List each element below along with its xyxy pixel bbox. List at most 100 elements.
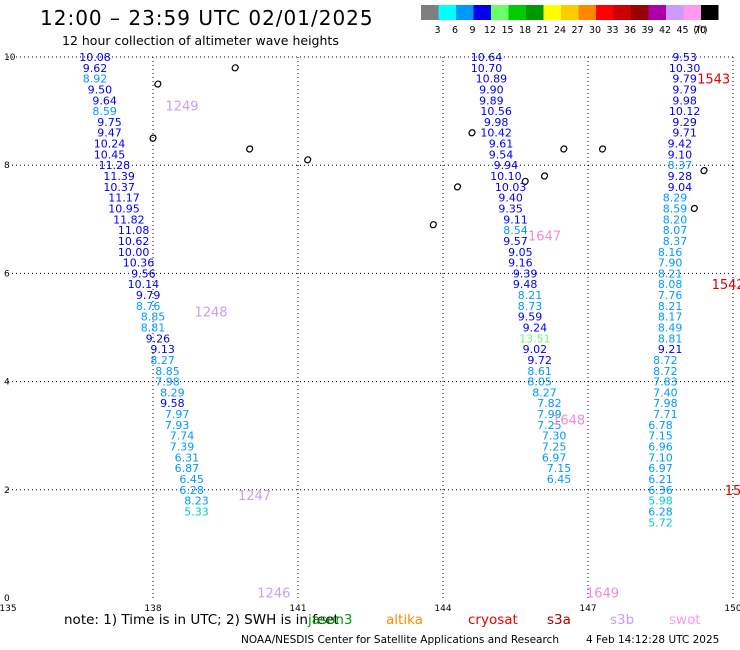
wave-height-value: 10.45 xyxy=(94,148,126,161)
legend-swatch xyxy=(578,5,596,20)
pass-number-label: 1647 xyxy=(528,230,561,245)
wave-height-value: 7.83 xyxy=(653,376,678,389)
legend-swatch xyxy=(648,5,666,20)
wave-height-value: 8.17 xyxy=(658,311,683,324)
pass-number-label: 1649 xyxy=(586,587,619,602)
wave-height-value: 10.95 xyxy=(108,202,140,215)
wave-height-value: 10.08 xyxy=(79,51,111,64)
wave-height-value: 5.33 xyxy=(184,505,209,518)
wave-height-value: 8.05 xyxy=(527,376,552,389)
wave-height-value: 7.97 xyxy=(165,408,190,421)
wave-height-value: 9.39 xyxy=(513,267,538,280)
wave-height-value: 9.04 xyxy=(668,181,693,194)
wave-height-value: 10.00 xyxy=(118,246,150,259)
legend-swatch xyxy=(543,5,561,20)
island-outline xyxy=(468,129,476,137)
wave-height-value: 8.37 xyxy=(663,235,688,248)
wave-height-value: 8.92 xyxy=(83,73,108,86)
wave-height-value: 9.05 xyxy=(508,246,533,259)
wave-height-value: 9.24 xyxy=(523,322,548,335)
wave-height-value: 6.45 xyxy=(547,473,572,486)
wave-height-value: 7.82 xyxy=(537,397,562,410)
wave-height-value: 9.57 xyxy=(503,235,528,248)
wave-height-value: 9.89 xyxy=(479,94,504,107)
credit-line: NOAA/NESDIS Center for Satellite Applica… xyxy=(241,634,559,646)
wave-height-value: 8.27 xyxy=(150,354,175,367)
legend-swatch xyxy=(596,5,614,20)
wave-height-value: 10.03 xyxy=(495,181,527,194)
pass-number-label: 1246 xyxy=(257,587,290,602)
wave-height-value: 5.72 xyxy=(648,516,673,529)
wave-height-value: 10.62 xyxy=(118,235,150,248)
wave-height-value: 9.29 xyxy=(672,116,697,129)
longitude-tick-label: 150 xyxy=(724,604,740,612)
wave-height-value: 7.98 xyxy=(155,376,180,389)
wave-height-value: 8.21 xyxy=(518,289,543,302)
legend-swatch xyxy=(701,5,719,20)
map-title: 12:00 – 23:59 UTC 02/01/2025 xyxy=(40,6,374,30)
wave-height-value: 7.76 xyxy=(658,289,683,302)
wave-height-value: 11.17 xyxy=(108,192,140,205)
wave-height-value: 9.26 xyxy=(146,332,171,345)
island-outline xyxy=(598,145,607,153)
pass-number-label: 1648 xyxy=(552,413,585,428)
wave-height-value: 8.49 xyxy=(658,322,683,335)
longitude-tick-label: 138 xyxy=(144,604,161,612)
mission-label: jason3 xyxy=(308,612,353,628)
wave-height-value: 9.47 xyxy=(97,127,122,140)
wave-height-value: 9.50 xyxy=(88,83,113,96)
wave-height-value: 5.98 xyxy=(648,495,673,508)
wave-height-value: 9.61 xyxy=(489,138,514,151)
legend-swatch xyxy=(613,5,631,20)
wave-height-value: 9.98 xyxy=(484,116,509,129)
legend-tick-label: 27 xyxy=(571,25,583,36)
wave-height-value: 8.23 xyxy=(184,495,209,508)
wave-height-value: 11.28 xyxy=(99,159,131,172)
footer-note: note: 1) Time is in UTC; 2) SWH is in fe… xyxy=(64,612,339,628)
legend-tick-label: 18 xyxy=(519,25,531,36)
wave-height-value: 10.10 xyxy=(490,170,522,183)
island-outline xyxy=(154,80,162,88)
latitude-tick-label: 6 xyxy=(4,269,10,279)
wave-height-value: 9.35 xyxy=(498,202,523,215)
legend-tick-label: 45 xyxy=(676,25,688,36)
wave-height-value: 9.10 xyxy=(668,148,693,161)
legend-swatch xyxy=(631,5,649,20)
wave-height-value: 9.72 xyxy=(527,354,552,367)
island-outline xyxy=(560,145,568,153)
wave-height-value: 9.75 xyxy=(97,116,122,129)
wave-height-value: 9.62 xyxy=(83,62,108,75)
island-outline xyxy=(540,172,549,180)
wave-height-value: 8.85 xyxy=(155,365,180,378)
legend-swatch xyxy=(561,5,579,20)
legend-swatch xyxy=(438,5,456,20)
wave-height-value: 9.64 xyxy=(92,94,117,107)
wave-height-value: 7.71 xyxy=(653,408,678,421)
wave-height-value: 8.54 xyxy=(503,224,528,237)
wave-height-value: 8.27 xyxy=(532,386,557,399)
island-outline xyxy=(429,221,437,229)
wave-height-value: 6.97 xyxy=(542,451,567,464)
wave-height-value: 6.96 xyxy=(648,441,673,454)
latitude-tick-label: 8 xyxy=(4,161,10,171)
wave-height-value: 6.97 xyxy=(648,462,673,475)
legend-tick-label: 24 xyxy=(554,25,566,36)
wave-height-value: 8.61 xyxy=(527,365,552,378)
mission-label: altika xyxy=(386,612,423,628)
wave-height-value: 7.40 xyxy=(653,386,678,399)
wave-height-value: 8.72 xyxy=(653,365,678,378)
wave-height-value: 8.21 xyxy=(658,300,683,313)
wave-height-value: 8.20 xyxy=(663,213,688,226)
wave-height-value: 10.56 xyxy=(480,105,512,118)
pass-number-label: 1247 xyxy=(238,489,271,504)
wave-height-value: 10.89 xyxy=(476,73,508,86)
legend-swatch xyxy=(456,5,474,20)
longitude-tick-label: 147 xyxy=(579,604,596,612)
wave-height-value: 6.28 xyxy=(179,484,204,497)
wave-height-value: 9.28 xyxy=(668,170,693,183)
longitude-tick-label: 144 xyxy=(434,604,451,612)
wave-height-value: 10.36 xyxy=(123,257,155,270)
wave-height-value: 7.93 xyxy=(165,419,190,432)
latitude-tick-label: 2 xyxy=(4,486,10,496)
wave-height-value: 8.59 xyxy=(92,105,117,118)
